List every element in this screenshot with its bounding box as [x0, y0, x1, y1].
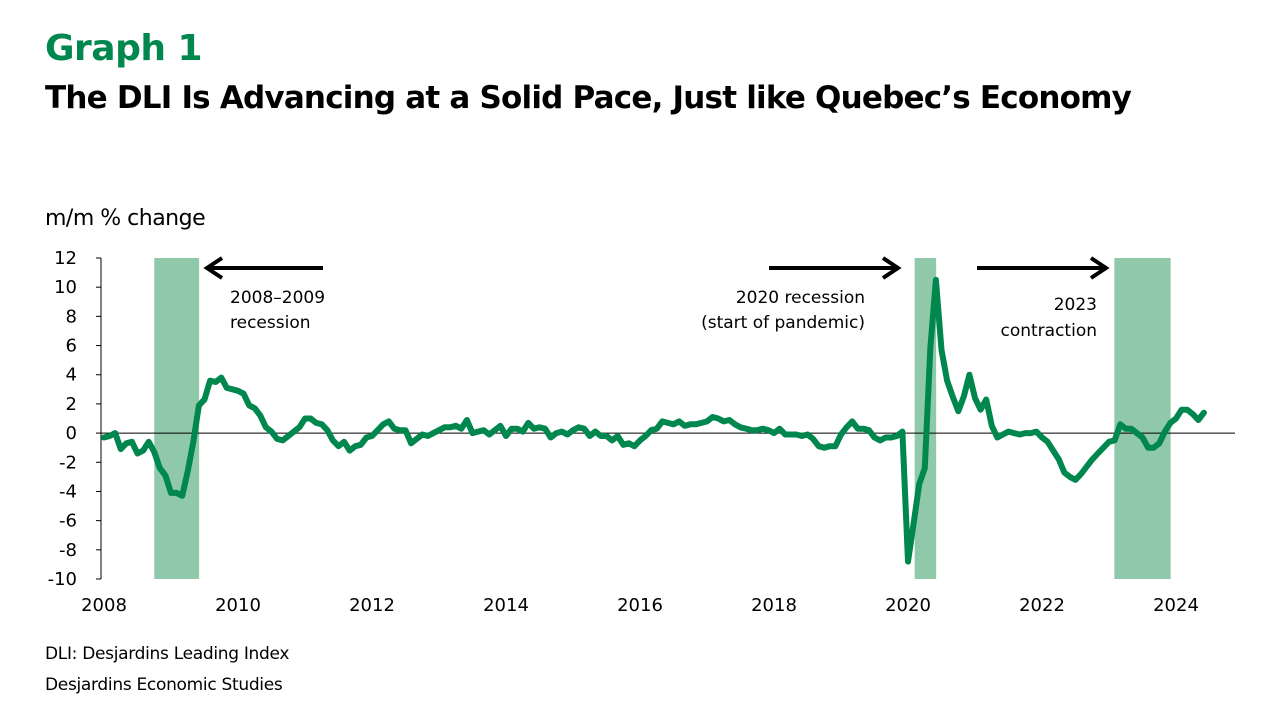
- annotation-2023-contraction: 2023 contraction: [977, 256, 1110, 341]
- y-tick-label: 8: [66, 306, 77, 327]
- x-tick-label: 2016: [617, 595, 663, 616]
- x-tick-label: 2024: [1153, 595, 1199, 616]
- graph-number: Graph 1: [45, 28, 203, 69]
- y-tick-label: -4: [59, 481, 77, 502]
- annotation-line-1: 2008–2009: [230, 288, 325, 308]
- x-tick-label: 2010: [215, 595, 261, 616]
- annotation-2008-2009-recession: 2008–2009 recession: [203, 256, 325, 333]
- shaded-period-2: [1114, 258, 1171, 579]
- y-ticks: 12 10 8 6 4 2 0 -2 -4 -6 -8 -10: [48, 248, 101, 590]
- y-tick-label: 4: [66, 365, 77, 386]
- y-tick-label: 10: [54, 277, 77, 298]
- y-tick-label: 0: [66, 423, 77, 444]
- shaded-period-0: [154, 258, 200, 579]
- annotation-line-2: recession: [230, 313, 311, 333]
- arrow-left-head-icon: [203, 256, 224, 280]
- annotation-line-2: (start of pandemic): [701, 313, 865, 333]
- y-tick-label: -6: [59, 511, 77, 532]
- footnote-source: Desjardins Economic Studies: [45, 675, 283, 695]
- arrow-right-head-icon: [1089, 256, 1110, 280]
- x-tick-label: 2008: [81, 595, 127, 616]
- annotation-line-1: 2023: [1054, 295, 1097, 315]
- y-tick-label: -2: [59, 452, 77, 473]
- x-tick-label: 2020: [885, 595, 931, 616]
- chart-title: The DLI Is Advancing at a Solid Pace, Ju…: [45, 80, 1132, 116]
- series-line-dli: [101, 276, 1207, 565]
- annotation-line-1: 2020 recession: [736, 288, 865, 308]
- arrow-right-head-icon: [881, 256, 902, 280]
- y-tick-label: -10: [48, 569, 77, 590]
- annotation-line-2: contraction: [1000, 321, 1097, 341]
- x-tick-label: 2014: [483, 595, 529, 616]
- x-tick-label: 2012: [349, 595, 395, 616]
- y-tick-label: 12: [54, 248, 77, 269]
- y-tick-label: -8: [59, 540, 77, 561]
- x-tick-label: 2018: [751, 595, 797, 616]
- y-tick-label: 2: [66, 394, 77, 415]
- footnote-definition: DLI: Desjardins Leading Index: [45, 644, 290, 664]
- y-tick-label: 6: [66, 336, 77, 357]
- x-tick-label: 2022: [1019, 595, 1065, 616]
- x-ticks: 2008 2010 2012 2014 2016 2018 2020 2022 2024: [81, 595, 1199, 616]
- annotation-2020-recession: 2020 recession (start of pandemic): [701, 256, 902, 333]
- y-axis-label: m/m % change: [45, 206, 206, 231]
